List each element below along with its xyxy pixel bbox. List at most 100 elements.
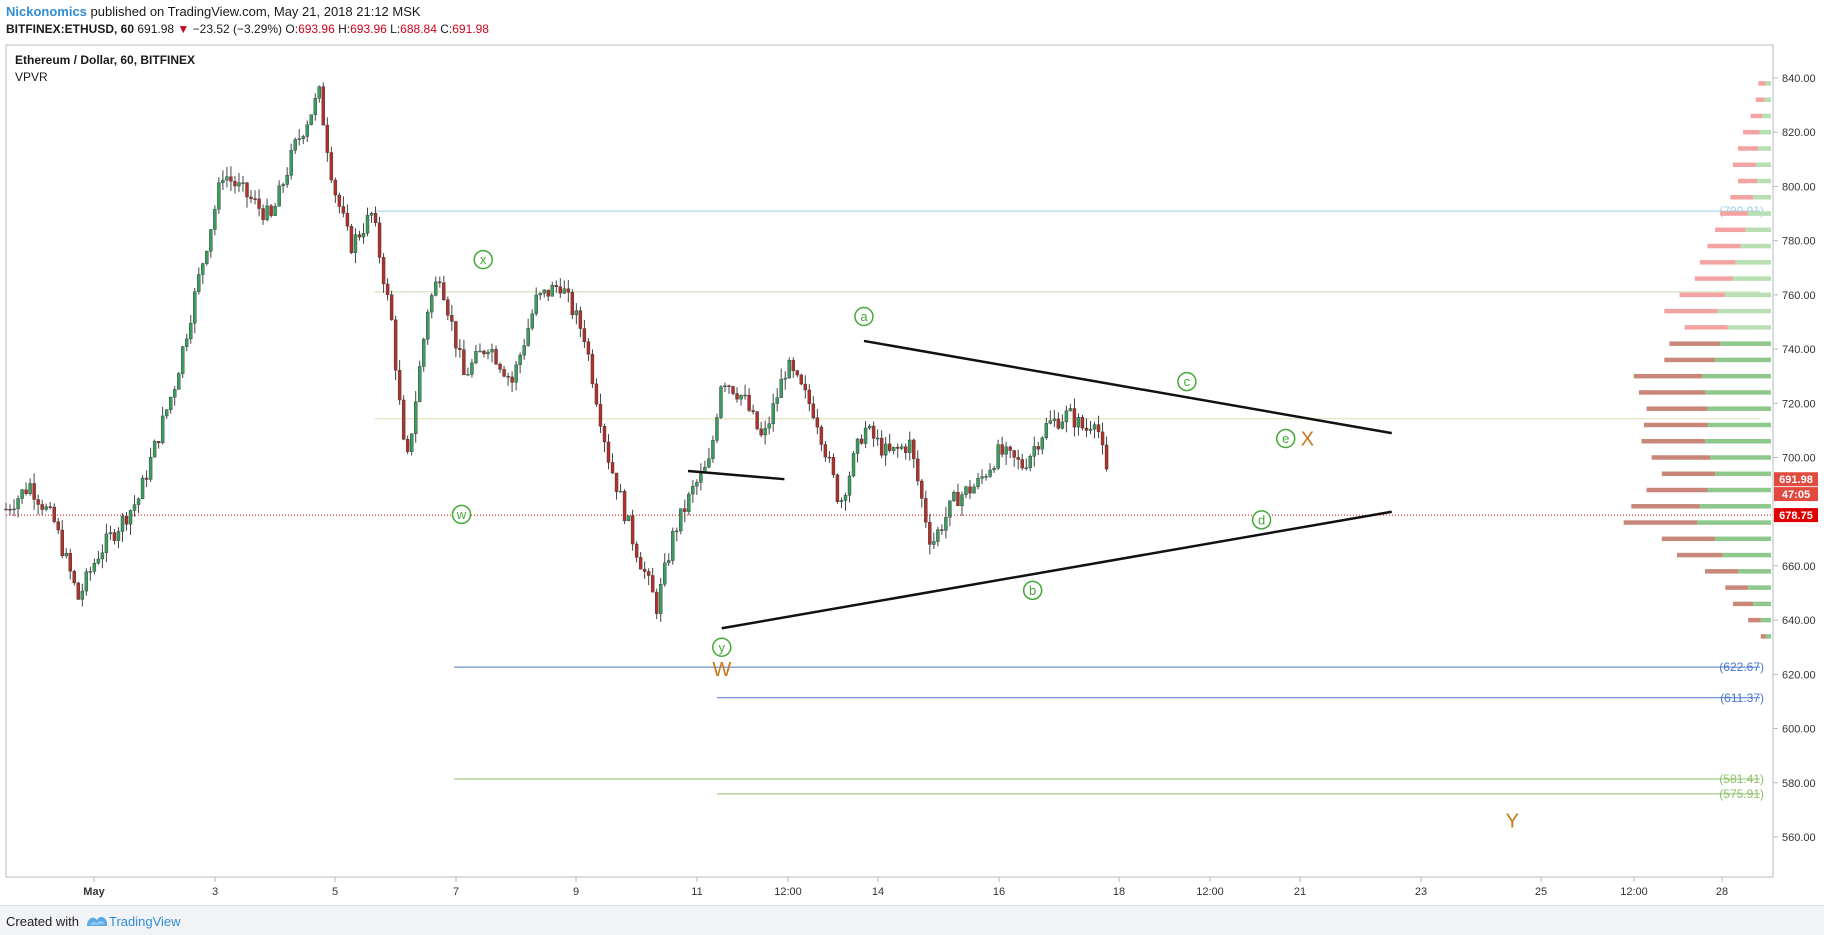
candle-up <box>863 427 868 444</box>
volume-bar-down <box>1661 471 1716 477</box>
candle-up <box>767 423 771 429</box>
candle-up <box>225 176 229 181</box>
candle-up <box>719 386 723 418</box>
price-tick-label: 800.00 <box>1782 181 1816 193</box>
candle-down <box>401 399 406 440</box>
price-tick-label: 760.00 <box>1782 290 1816 302</box>
indicator-label[interactable]: VPVR <box>15 70 48 84</box>
chart-title: Ethereum / Dollar, 60, BITFINEX <box>15 53 195 67</box>
last-price: 691.98 <box>137 22 175 36</box>
price-tick-label: 740.00 <box>1782 344 1816 356</box>
trendline[interactable] <box>863 339 1392 435</box>
candle-up <box>148 456 153 480</box>
plot-area[interactable] <box>5 44 1774 878</box>
volume-bar-down <box>1644 422 1708 428</box>
candle-down <box>72 571 76 584</box>
tradingview-logo-icon[interactable] <box>86 913 108 927</box>
candle-down <box>811 403 816 418</box>
candle-up <box>177 373 181 390</box>
volume-bar-down <box>1755 97 1765 102</box>
price-axis[interactable]: 560.00580.00600.00620.00640.00660.00680.… <box>1773 73 1816 844</box>
time-axis[interactable]: May 3 5 7 9 11 12:00 14 16 18 12:00 21 23 25 12:00 28 <box>6 876 1773 898</box>
ohlc-line: BITFINEX:ETHUSD, 60 691.98 ▼ −23.52 (−3.… <box>6 22 489 36</box>
tradingview-link[interactable]: TradingView <box>109 914 181 929</box>
volume-bar-down <box>1633 373 1703 379</box>
volume-bar-up <box>1710 455 1771 460</box>
candle-up <box>964 486 968 495</box>
candle-down <box>405 439 410 452</box>
volume-bar-up <box>1753 195 1771 200</box>
candle-up <box>172 389 177 398</box>
candle-down <box>1104 444 1109 470</box>
price-tick-label: 580.00 <box>1782 778 1816 790</box>
symbol-label: BITFINEX:ETHUSD, 60 <box>6 22 135 36</box>
volume-bar-down <box>1684 325 1728 330</box>
candle-down <box>245 182 249 198</box>
volume-bar-up <box>1748 585 1771 590</box>
candle-down <box>650 575 655 593</box>
wave-label-w: w <box>456 507 467 522</box>
candle-up <box>671 531 675 561</box>
level-label: (611.37) <box>1720 691 1764 705</box>
candle-down <box>253 198 257 200</box>
wave-label-circle <box>451 504 472 525</box>
candle-up <box>775 397 779 404</box>
candle-up <box>100 552 105 560</box>
candle-up <box>422 339 426 367</box>
price-chart[interactable]: (790.91) (622.67) (611.37) (581.41)(575.91)… <box>0 0 1824 905</box>
author-link[interactable]: Nickonomics <box>6 4 87 19</box>
candle-down <box>1012 450 1016 458</box>
candle-up <box>365 215 370 234</box>
candle-up <box>875 437 880 440</box>
candle-down <box>52 506 56 522</box>
candle-up <box>1088 428 1093 431</box>
candle-down <box>450 315 454 322</box>
volume-bar-down <box>1750 113 1763 119</box>
candle-up <box>980 476 984 479</box>
candle-up <box>562 288 567 294</box>
candle-up <box>542 289 546 294</box>
volume-bar-up <box>1762 113 1771 119</box>
trendline[interactable] <box>721 510 1392 630</box>
candle-down <box>229 176 233 182</box>
candle-up <box>277 185 281 207</box>
volume-bar-down <box>1725 585 1749 590</box>
wave-label-e: e <box>1282 431 1289 446</box>
volume-profile <box>1623 81 1771 639</box>
candle-down <box>321 86 326 126</box>
candle-down <box>498 363 502 370</box>
volume-bar-down <box>1732 162 1756 167</box>
candle-down <box>546 289 550 297</box>
candle-up <box>313 98 317 115</box>
volume-bar-down <box>1758 81 1766 86</box>
candle-down <box>438 281 442 284</box>
candle-down <box>446 299 450 316</box>
price-tick-label: 820.00 <box>1782 127 1816 139</box>
candle-up <box>265 205 269 220</box>
candle-up <box>626 515 631 522</box>
volume-bar-up <box>1704 390 1771 395</box>
candle-down <box>646 571 651 576</box>
candle-up <box>116 531 121 541</box>
candle-down <box>602 426 607 443</box>
candle-up <box>1004 446 1008 455</box>
candle-up <box>209 229 213 252</box>
time-tick-label: 12:00 <box>774 886 802 898</box>
candle-up <box>185 338 189 347</box>
candle-down <box>494 349 498 365</box>
open-value: 693.96 <box>298 22 335 36</box>
candle-up <box>1092 424 1097 430</box>
volume-bar-up <box>1697 520 1771 525</box>
candle-up <box>1024 467 1028 469</box>
trendline[interactable] <box>687 469 785 481</box>
published-info: published on TradingView.com, May 21, 20… <box>90 4 421 19</box>
candle-up <box>691 485 695 495</box>
candle-up <box>1048 420 1053 424</box>
close-label: C: <box>440 22 453 36</box>
volume-bar-down <box>1646 406 1708 411</box>
volume-bar-up <box>1707 422 1771 428</box>
price-change: −23.52 (−3.29%) <box>192 22 283 36</box>
volume-bar-down <box>1760 634 1766 639</box>
wave-label-circle <box>712 637 732 657</box>
candle-down <box>558 286 562 294</box>
